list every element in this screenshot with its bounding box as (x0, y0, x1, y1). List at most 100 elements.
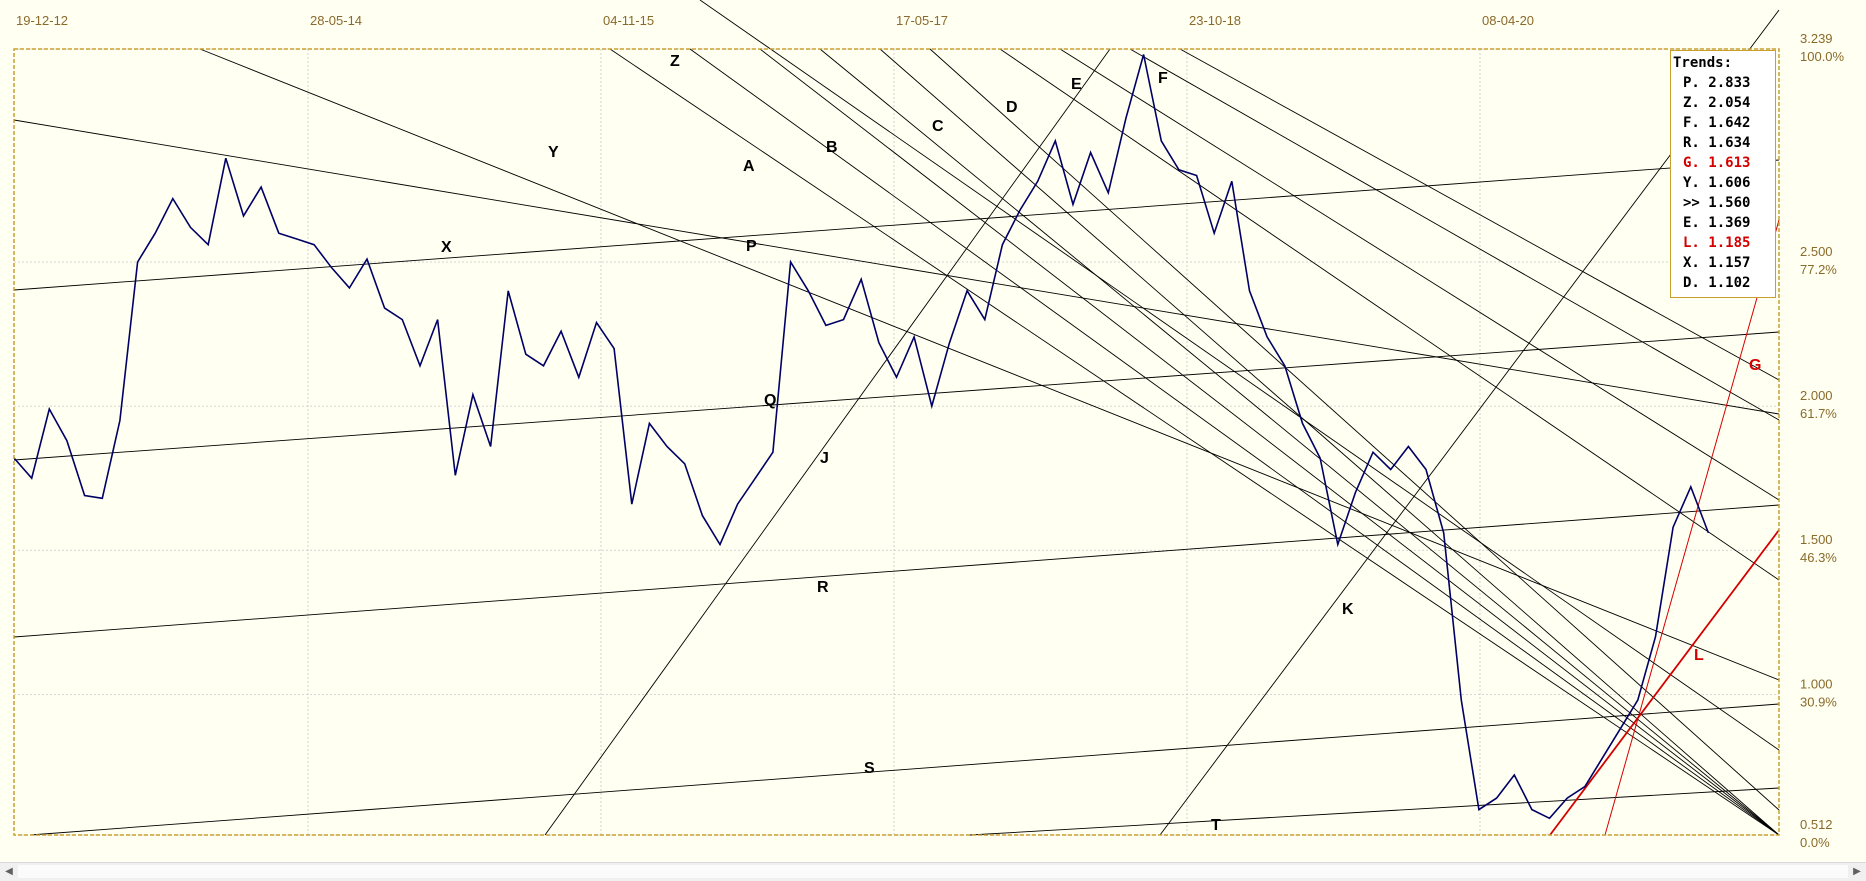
x-axis-ticks: 19-12-12 28-05-14 04-11-15 17-05-17 23-10-18… (16, 13, 1534, 28)
trend-label-a: A (743, 158, 755, 175)
trend-row: >> 1.560 (1671, 193, 1775, 213)
trend-line (969, 787, 1780, 836)
scroll-right-icon[interactable]: ▶ (1848, 863, 1866, 881)
y-tick-value: 3.239 (1800, 31, 1833, 46)
trend-label-g: G (1749, 357, 1761, 374)
trend-label-e: E (1071, 76, 1082, 93)
trend-row-value: 1.185 (1699, 235, 1751, 251)
y-tick-value: 1.000 (1800, 676, 1833, 691)
y-tick-percent: 100.0% (1800, 49, 1845, 64)
plot-frame (13, 48, 1780, 836)
chart-canvas: 19-12-12 28-05-14 04-11-15 17-05-17 23-10-18… (13, 0, 1845, 850)
price-line (13, 54, 1710, 820)
y-tick-percent: 61.7% (1800, 406, 1837, 421)
trend-row-label: F. (1683, 115, 1700, 131)
trend-line (13, 119, 1780, 415)
y-tick-value: 0.512 (1800, 817, 1833, 832)
trend-row-label: Z. (1683, 95, 1700, 111)
trend-row-label: Y. (1683, 175, 1700, 191)
trend-row-value: 1.642 (1699, 115, 1751, 131)
trend-row-value: 1.102 (1699, 275, 1751, 291)
trend-label-t: T (1211, 817, 1221, 834)
scroll-left-icon[interactable]: ◀ (0, 863, 18, 881)
trends-legend: Trends: P. 2.833 Z. 2.054 F. 1.642 R. 1.634… (1670, 50, 1776, 298)
trend-line (1179, 48, 1780, 381)
y-tick-value: 2.000 (1800, 388, 1833, 403)
trend-row-value: 2.833 (1699, 75, 1751, 91)
trend-row: G. 1.613 (1671, 153, 1775, 173)
scroll-thumb[interactable] (18, 865, 1848, 878)
trend-row: R. 1.634 (1671, 133, 1775, 153)
trend-line (199, 48, 1780, 681)
trend-line (13, 159, 1780, 291)
trend-row-value: 1.560 (1699, 195, 1751, 211)
trend-line (929, 48, 1780, 811)
trend-row-value: 2.054 (1699, 95, 1751, 111)
trend-row-label: L. (1683, 235, 1700, 251)
y-axis-ticks: 3.239 100.0% 2.500 77.2% 2.000 61.7% 1.500 46.3… (1800, 31, 1845, 850)
trend-label-r: R (817, 579, 829, 596)
trend-row-label: E. (1683, 215, 1700, 231)
trend-row-label: D. (1683, 275, 1700, 291)
x-tick-label: 23-10-18 (1189, 13, 1241, 28)
trend-line (1129, 48, 1780, 421)
trend-row-label: >> (1683, 195, 1700, 211)
y-tick-percent: 0.0% (1800, 835, 1830, 850)
trend-row: F. 1.642 (1671, 113, 1775, 133)
trend-row: L. 1.185 (1671, 233, 1775, 253)
trend-line (879, 48, 1780, 836)
y-tick-percent: 46.3% (1800, 550, 1837, 565)
trend-line (544, 48, 1111, 836)
trend-row-value: 1.613 (1699, 155, 1751, 171)
trend-row-value: 1.634 (1699, 135, 1751, 151)
trend-line (13, 331, 1780, 461)
trend-row-value: 1.369 (1699, 215, 1751, 231)
grid-lines (14, 48, 1779, 836)
x-tick-label: 08-04-20 (1482, 13, 1534, 28)
trend-line (689, 48, 1780, 836)
trend-row-label: P. (1683, 75, 1700, 91)
horizontal-scrollbar[interactable]: ◀ ▶ (0, 862, 1866, 881)
trend-row: Y. 1.606 (1671, 173, 1775, 193)
x-tick-label: 19-12-12 (16, 13, 68, 28)
trend-label-q: Q (764, 392, 776, 409)
trend-row: D. 1.102 (1671, 273, 1775, 293)
trend-row: P. 2.833 (1671, 73, 1775, 93)
trend-line-red (1604, 219, 1780, 836)
trend-row-value: 1.606 (1699, 175, 1751, 191)
trends-title: Trends: (1673, 55, 1733, 71)
trend-line (999, 48, 1780, 581)
trend-line (759, 48, 1780, 836)
trend-label-k: K (1342, 601, 1354, 618)
trend-label-d: D (1006, 99, 1018, 116)
trend-line (1059, 48, 1780, 501)
trend-line (699, 0, 1780, 751)
trend-line (13, 504, 1780, 638)
y-tick-percent: 30.9% (1800, 694, 1837, 709)
y-tick-value: 1.500 (1800, 532, 1833, 547)
trend-label-x: X (441, 239, 452, 256)
trend-label-c: C (932, 118, 944, 135)
trend-label-j: J (820, 450, 829, 467)
y-tick-percent: 77.2% (1800, 262, 1837, 277)
trend-line (819, 48, 1780, 836)
trend-row: Z. 2.054 (1671, 93, 1775, 113)
trend-label-z: Z (670, 53, 680, 70)
trend-label-p: P (746, 238, 757, 255)
trend-row: E. 1.369 (1671, 213, 1775, 233)
trend-row-label: G. (1683, 155, 1700, 171)
trend-label-s: S (864, 760, 875, 777)
trend-row-label: X. (1683, 255, 1700, 271)
trend-label-y: Y (548, 144, 559, 161)
x-tick-label: 28-05-14 (310, 13, 362, 28)
trend-line (29, 703, 1780, 836)
x-tick-label: 04-11-15 (603, 13, 654, 28)
trends-list: P. 2.833 Z. 2.054 F. 1.642 R. 1.634 G. 1.613… (1671, 73, 1775, 293)
trend-label-f: F (1158, 70, 1168, 87)
trend-row-label: R. (1683, 135, 1700, 151)
trend-row-value: 1.157 (1699, 255, 1751, 271)
trend-lines (13, 0, 1780, 836)
trend-line (609, 48, 1780, 836)
trend-label-b: B (826, 139, 838, 156)
x-tick-label: 17-05-17 (896, 13, 948, 28)
